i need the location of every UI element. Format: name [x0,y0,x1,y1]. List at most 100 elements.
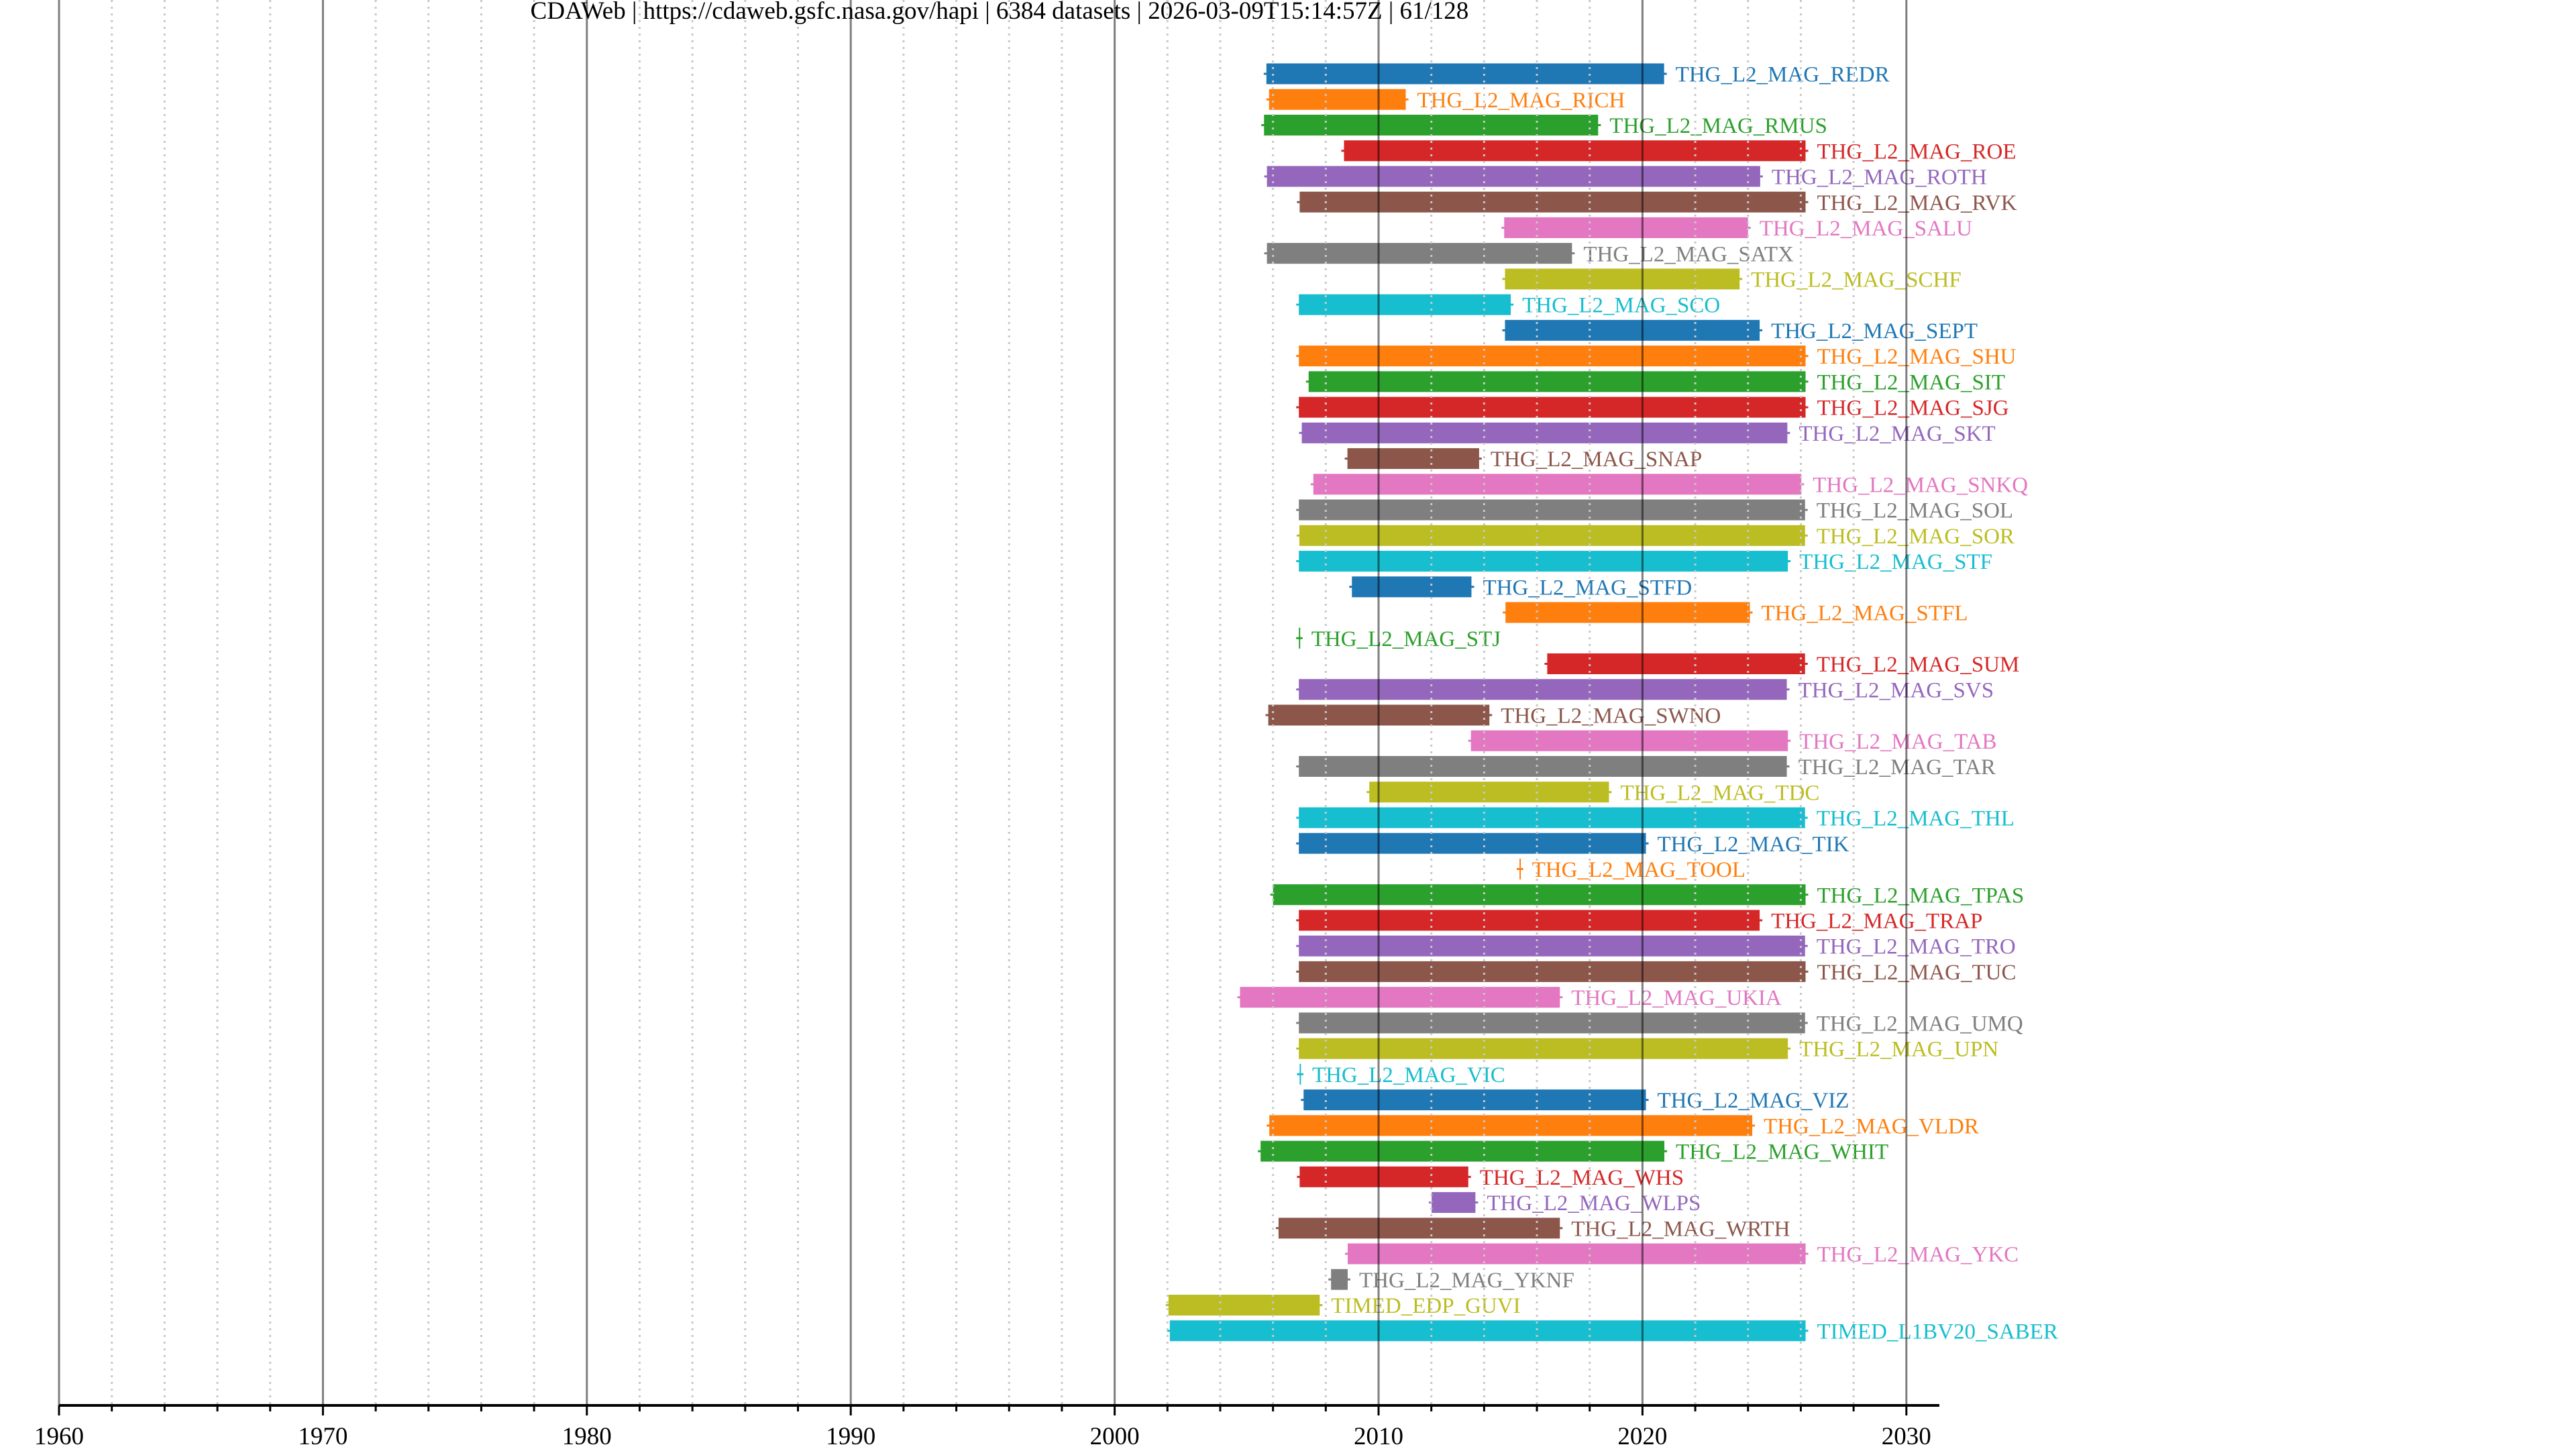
bar-thg-l2-mag-sjg [1299,396,1806,418]
bar-label: THG_L2_MAG_SHU [1817,345,2017,369]
bar-label: THG_L2_MAG_SJG [1817,396,2009,421]
bar-label: THG_L2_MAG_TRAP [1771,909,1982,933]
bar-thg-l2-mag-sor [1299,525,1805,546]
bar-thg-l2-mag-ukia [1240,987,1560,1008]
bar-thg-l2-mag-whit [1260,1140,1665,1162]
bar-thg-l2-mag-stfd [1352,576,1472,598]
bar-label: THG_L2_MAG_VIC [1312,1063,1505,1087]
bar-thg-l2-mag-umq [1299,1012,1805,1034]
bar-label: THG_L2_MAG_TOOL [1532,858,1746,882]
bar-label: THG_L2_MAG_TDC [1620,781,1819,805]
bar-thg-l2-mag-ykc [1347,1243,1806,1265]
bar-thg-l2-mag-rich [1269,89,1406,110]
bar-thg-l2-mag-snkq [1313,474,1802,495]
bar-label: THG_L2_MAG_SUM [1817,653,2020,677]
bar-thg-l2-mag-vldr [1269,1115,1753,1136]
bar-label: THG_L2_MAG_REDR [1676,63,1890,87]
bar-thg-l2-mag-upn [1299,1038,1788,1059]
bar-label: THG_L2_MAG_RVK [1817,191,2017,215]
bar-thg-l2-mag-salu [1504,217,1748,238]
bars-layer [1165,63,1809,1342]
bar-thg-l2-mag-sol [1299,499,1805,521]
x-tick-label: 2000 [1090,1423,1140,1449]
bar-thg-l2-mag-wlps [1432,1192,1476,1214]
bar-label: THG_L2_MAG_STF [1799,550,1992,574]
bar-label: TIMED_EDP_GUVI [1331,1294,1520,1318]
bar-label: THG_L2_MAG_UPN [1799,1038,1998,1062]
bar-label: THG_L2_MAG_SOR [1817,525,2015,549]
bar-label: THG_L2_MAG_THL [1817,807,2015,831]
bar-label: THG_L2_MAG_TAB [1799,730,1996,754]
x-tick-label: 2010 [1354,1423,1403,1449]
bar-label: THG_L2_MAG_STJ [1311,627,1501,651]
bar-thg-l2-mag-viz [1303,1089,1646,1111]
bar-thg-l2-mag-tro [1299,935,1805,957]
bar-thg-l2-mag-yknf [1331,1269,1348,1290]
bar-thg-l2-mag-rvk [1299,191,1806,213]
bar-thg-l2-mag-tuc [1299,961,1806,982]
bar-label: THG_L2_MAG_YKNF [1359,1269,1574,1293]
bar-label: THG_L2_MAG_VIZ [1658,1089,1849,1113]
bar-label: THG_L2_MAG_SWNO [1501,704,1721,729]
bar-thg-l2-mag-shu [1299,345,1806,367]
bar-label: THG_L2_MAG_UMQ [1817,1012,2023,1036]
bar-label: THG_L2_MAG_TIK [1658,833,1849,857]
bar-thg-l2-mag-satx [1267,243,1572,264]
bar-label: THG_L2_MAG_ROE [1817,140,2017,164]
bar-thg-l2-mag-stf [1299,551,1788,572]
bar-label: THG_L2_MAG_SATX [1583,242,1794,266]
bar-label: THG_L2_MAG_SEPT [1771,319,1978,343]
bar-label: THG_L2_MAG_SOL [1817,499,2013,523]
bar-label: THG_L2_MAG_SNAP [1491,447,1702,472]
bar-timed-edp-guvi [1168,1295,1320,1316]
x-tick-label: 1980 [562,1423,612,1449]
x-axis: 1960 1970 1980 1990 2000 2010 2020 2030 [34,1404,1939,1449]
x-tick-label: 1990 [826,1423,875,1449]
bar-thg-l2-mag-tar [1299,755,1787,777]
x-tick-label: 2030 [1882,1423,1931,1449]
x-tick-label: 2020 [1617,1423,1667,1449]
bar-thg-l2-mag-sit [1308,371,1806,392]
bar-label: THG_L2_MAG_RMUS [1609,114,1827,138]
bar-thg-l2-mag-tpas [1273,884,1806,906]
bar-thg-l2-mag-redr [1266,63,1664,85]
bar-label: THG_L2_MAG_WHIT [1676,1140,1888,1165]
bar-label: THG_L2_MAG_WLPS [1487,1191,1701,1216]
bar-labels-layer: THG_L2_MAG_REDRTHG_L2_MAG_RICHTHG_L2_MAG… [1311,63,2058,1344]
bar-thg-l2-mag-roe [1344,140,1806,162]
chart-title: CDAWeb | https://cdaweb.gsfc.nasa.gov/ha… [531,0,1469,25]
bar-thg-l2-mag-trap [1299,910,1760,931]
bar-label: THG_L2_MAG_TPAS [1817,883,2025,908]
bar-thg-l2-mag-sum [1547,653,1805,675]
bar-thg-l2-mag-roth [1267,166,1760,187]
bar-thg-l2-mag-sco [1299,294,1511,315]
bar-label: THG_L2_MAG_SIT [1817,370,2005,394]
bar-label: THG_L2_MAG_SNKQ [1813,473,2028,497]
bar-label: THG_L2_MAG_STFD [1483,576,1692,600]
x-tick-label: 1970 [298,1423,347,1449]
bar-thg-l2-mag-thl [1299,807,1805,828]
bar-thg-l2-mag-rmus [1264,114,1599,136]
bar-timed-l1bv20-saber [1169,1320,1806,1342]
bar-thg-l2-mag-tik [1299,833,1646,854]
bar-label: THG_L2_MAG_SALU [1760,217,1972,241]
bar-label: THG_L2_MAG_SCHF [1751,268,1962,292]
bar-thg-l2-mag-tool [1519,858,1521,879]
bar-label: THG_L2_MAG_ROTH [1772,166,1987,190]
bar-thg-l2-mag-skt [1301,422,1788,443]
bar-thg-l2-mag-snap [1347,448,1479,470]
bar-label: THG_L2_MAG_STFL [1762,602,1968,626]
bar-label: THG_L2_MAG_SCO [1522,294,1720,318]
bar-label: THG_L2_MAG_YKC [1817,1243,2019,1267]
bar-thg-l2-mag-stj [1299,627,1301,649]
grid-layer [58,0,1908,1405]
bar-label: THG_L2_MAG_WRTH [1571,1217,1790,1241]
bar-thg-l2-mag-tab [1470,730,1788,751]
bar-label: THG_L2_MAG_TRO [1817,935,2016,959]
bar-thg-l2-mag-wrth [1278,1218,1560,1239]
bar-label: THG_L2_MAG_UKIA [1571,986,1782,1010]
bar-label: THG_L2_MAG_WHS [1480,1166,1684,1190]
bar-label: THG_L2_MAG_RICH [1417,89,1625,113]
bar-thg-l2-mag-sept [1505,319,1760,341]
